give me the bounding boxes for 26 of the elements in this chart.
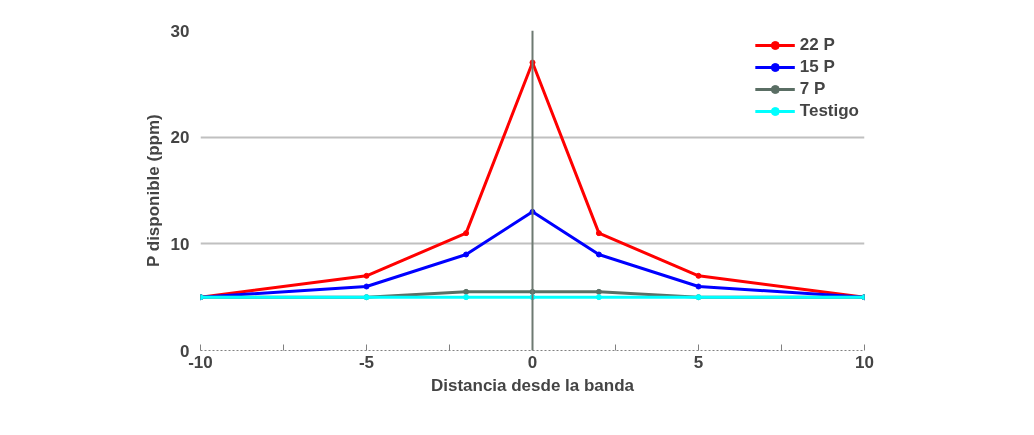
point [695, 283, 702, 290]
point [595, 251, 602, 258]
x-tick-label: 0 [527, 352, 538, 372]
x-tick-label: -5 [358, 352, 375, 372]
point [463, 230, 470, 237]
x-axis-title: Distancia desde la banda [430, 375, 635, 395]
point [595, 294, 602, 301]
point [595, 230, 602, 237]
x-tick-label: 5 [693, 352, 704, 372]
point [595, 288, 602, 295]
legend-label: 15 P [799, 57, 835, 77]
legend-label: Testigo [799, 101, 859, 121]
legend-label: 7 P [799, 79, 826, 99]
y-tick-label: 20 [170, 128, 190, 148]
x-tick-label: -10 [188, 352, 213, 372]
point [463, 294, 470, 301]
point [363, 283, 370, 290]
y-tick-label: 10 [170, 234, 190, 254]
y-tick-label: 30 [170, 21, 190, 41]
point [363, 272, 370, 279]
x-tick-label: 10 [855, 352, 874, 372]
y-axis-title: P disponible (ppm) [143, 114, 163, 267]
legend-label: 22 P [799, 35, 835, 55]
point [463, 288, 470, 295]
point [695, 272, 702, 279]
point [463, 251, 470, 258]
